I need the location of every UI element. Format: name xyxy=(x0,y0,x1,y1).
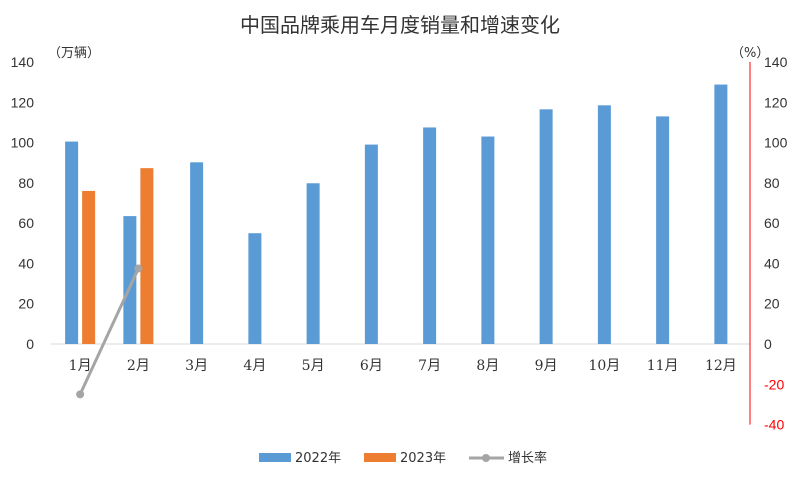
x-tick-label: 3月 xyxy=(185,358,208,374)
y-right-tick-label: -40 xyxy=(764,417,784,433)
legend-label: 增长率 xyxy=(508,450,547,466)
y-right-tick-label: 80 xyxy=(764,175,780,191)
x-tick-label: 2月 xyxy=(127,358,150,374)
y-left-tick-label: 20 xyxy=(18,296,34,312)
growth-point xyxy=(76,390,85,399)
legend-marker xyxy=(482,454,490,462)
axes: 0 20 40 60 80 100 120 140 -40 -20 0 20 40 60 80 100 120 1… xyxy=(11,54,788,433)
y-right-tick-label: 40 xyxy=(764,255,780,271)
bar-2022年 xyxy=(306,183,320,344)
y-right-tick-label: 20 xyxy=(764,296,780,312)
growth-point xyxy=(134,264,143,273)
x-tick-label: 6月 xyxy=(360,358,383,374)
y-left-tick-label: 40 xyxy=(18,255,34,271)
growth-line-layer xyxy=(76,264,143,399)
legend-swatch xyxy=(259,453,291,462)
x-tick-label: 7月 xyxy=(418,358,441,374)
bar-2022年 xyxy=(714,84,728,344)
legend-label: 2022年 xyxy=(295,451,341,466)
x-tick-label: 9月 xyxy=(535,358,558,374)
growth-line xyxy=(78,267,140,395)
legend: 2022年 2023年 增长率 xyxy=(259,450,547,466)
left-axis-unit: （万辆） xyxy=(48,46,100,61)
bars-layer xyxy=(65,84,728,344)
y-left-tick-label: 0 xyxy=(26,336,34,352)
y-right-tick-label: 140 xyxy=(764,54,788,70)
chart-title: 中国品牌乘用车月度销量和增速变化 xyxy=(240,13,560,37)
bar-2022年 xyxy=(597,105,611,344)
legend-swatch xyxy=(364,453,396,462)
bar-2022年 xyxy=(423,127,437,344)
y-right-tick-label: 0 xyxy=(764,336,772,352)
x-tick-label: 8月 xyxy=(476,358,499,374)
x-tick-label: 5月 xyxy=(302,358,325,374)
y-left-tick-label: 60 xyxy=(18,215,34,231)
bar-2022年 xyxy=(190,162,204,344)
bar-2022年 xyxy=(123,216,137,344)
bar-2022年 xyxy=(656,116,670,344)
y-left-tick-label: 100 xyxy=(11,135,35,151)
y-right-tick-label: 120 xyxy=(764,94,788,110)
x-tick-label: 10月 xyxy=(588,358,620,374)
y-right-tick-label: -20 xyxy=(764,376,784,392)
bar-2022年 xyxy=(65,141,79,344)
x-tick-label: 11月 xyxy=(647,358,679,374)
bar-2022年 xyxy=(539,109,553,344)
x-tick-label: 12月 xyxy=(705,358,737,374)
y-right-tick-label: 60 xyxy=(764,215,780,231)
bar-2022年 xyxy=(364,144,378,344)
bar-2023年 xyxy=(140,168,154,344)
bar-2022年 xyxy=(248,233,262,344)
y-right-tick-label: 100 xyxy=(764,135,788,151)
y-left-tick-label: 140 xyxy=(11,54,35,70)
y-left-tick-label: 120 xyxy=(11,94,35,110)
bar-2022年 xyxy=(481,136,495,344)
x-tick-label: 4月 xyxy=(243,358,266,374)
legend-label: 2023年 xyxy=(400,451,446,466)
right-axis-unit: （%） xyxy=(731,46,769,61)
y-left-tick-label: 80 xyxy=(18,175,34,191)
x-tick-label: 1月 xyxy=(69,358,92,374)
bar-2023年 xyxy=(82,190,96,344)
